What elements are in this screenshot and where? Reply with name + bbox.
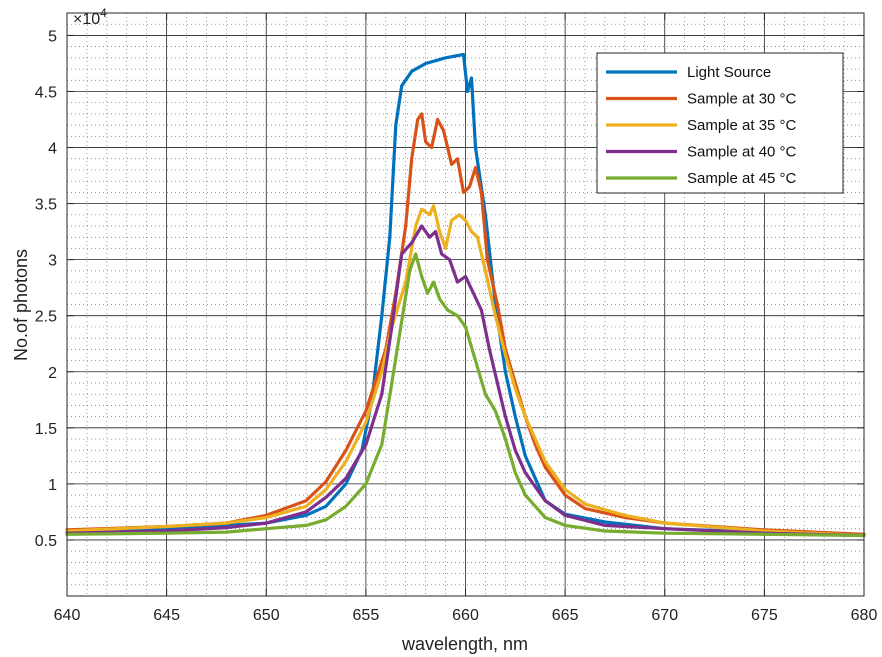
tick-labels: 640 645 650 655 660 665 670 675 680 0.5 1 1.5 2 2.5 3 3… [35, 28, 878, 624]
series-line-2 [65, 112, 866, 536]
x-tick-label: 650 [253, 607, 280, 624]
y-tick-label: 4 [48, 141, 57, 158]
y-multiplier-label: ×104 [73, 6, 107, 28]
y-tick-label: 2.5 [35, 309, 57, 326]
legend: Light Source Sample at 30 °C Sample at 35 … [596, 52, 844, 194]
legend-label: Sample at 35 °C [687, 117, 797, 134]
x-tick-label: 675 [751, 607, 778, 624]
y-axis-label: No.of photons [11, 249, 31, 361]
x-tick-label: 670 [651, 607, 678, 624]
y-tick-label: 1 [48, 477, 57, 494]
series-layer [65, 52, 866, 538]
series-line-5 [65, 252, 866, 538]
x-tick-label: 680 [851, 607, 878, 624]
y-tick-label: 1.5 [35, 421, 57, 438]
y-multiplier-base: ×10 [73, 11, 100, 28]
x-tick-label: 655 [353, 607, 380, 624]
series-line-4 [65, 224, 866, 538]
legend-label: Sample at 40 °C [687, 144, 797, 161]
y-tick-label: 2 [48, 365, 57, 382]
legend-label: Sample at 45 °C [687, 170, 797, 187]
series-line-3 [65, 204, 866, 538]
y-tick-label: 0.5 [35, 533, 57, 550]
y-tick-label: 4.5 [35, 84, 57, 101]
legend-box [596, 52, 844, 194]
y-tick-label: 3.5 [35, 197, 57, 214]
x-tick-label: 640 [54, 607, 81, 624]
legend-label: Light Source [687, 64, 771, 81]
y-multiplier-exponent: 4 [100, 6, 107, 20]
x-tick-label: 660 [452, 607, 479, 624]
x-tick-label: 645 [153, 607, 180, 624]
y-tick-label: 5 [48, 28, 57, 45]
legend-label: Sample at 30 °C [687, 91, 797, 108]
y-tick-label: 3 [48, 253, 57, 270]
x-tick-label: 665 [552, 607, 579, 624]
axis-ticks [66, 13, 865, 596]
x-axis-label: wavelength, nm [401, 634, 528, 654]
